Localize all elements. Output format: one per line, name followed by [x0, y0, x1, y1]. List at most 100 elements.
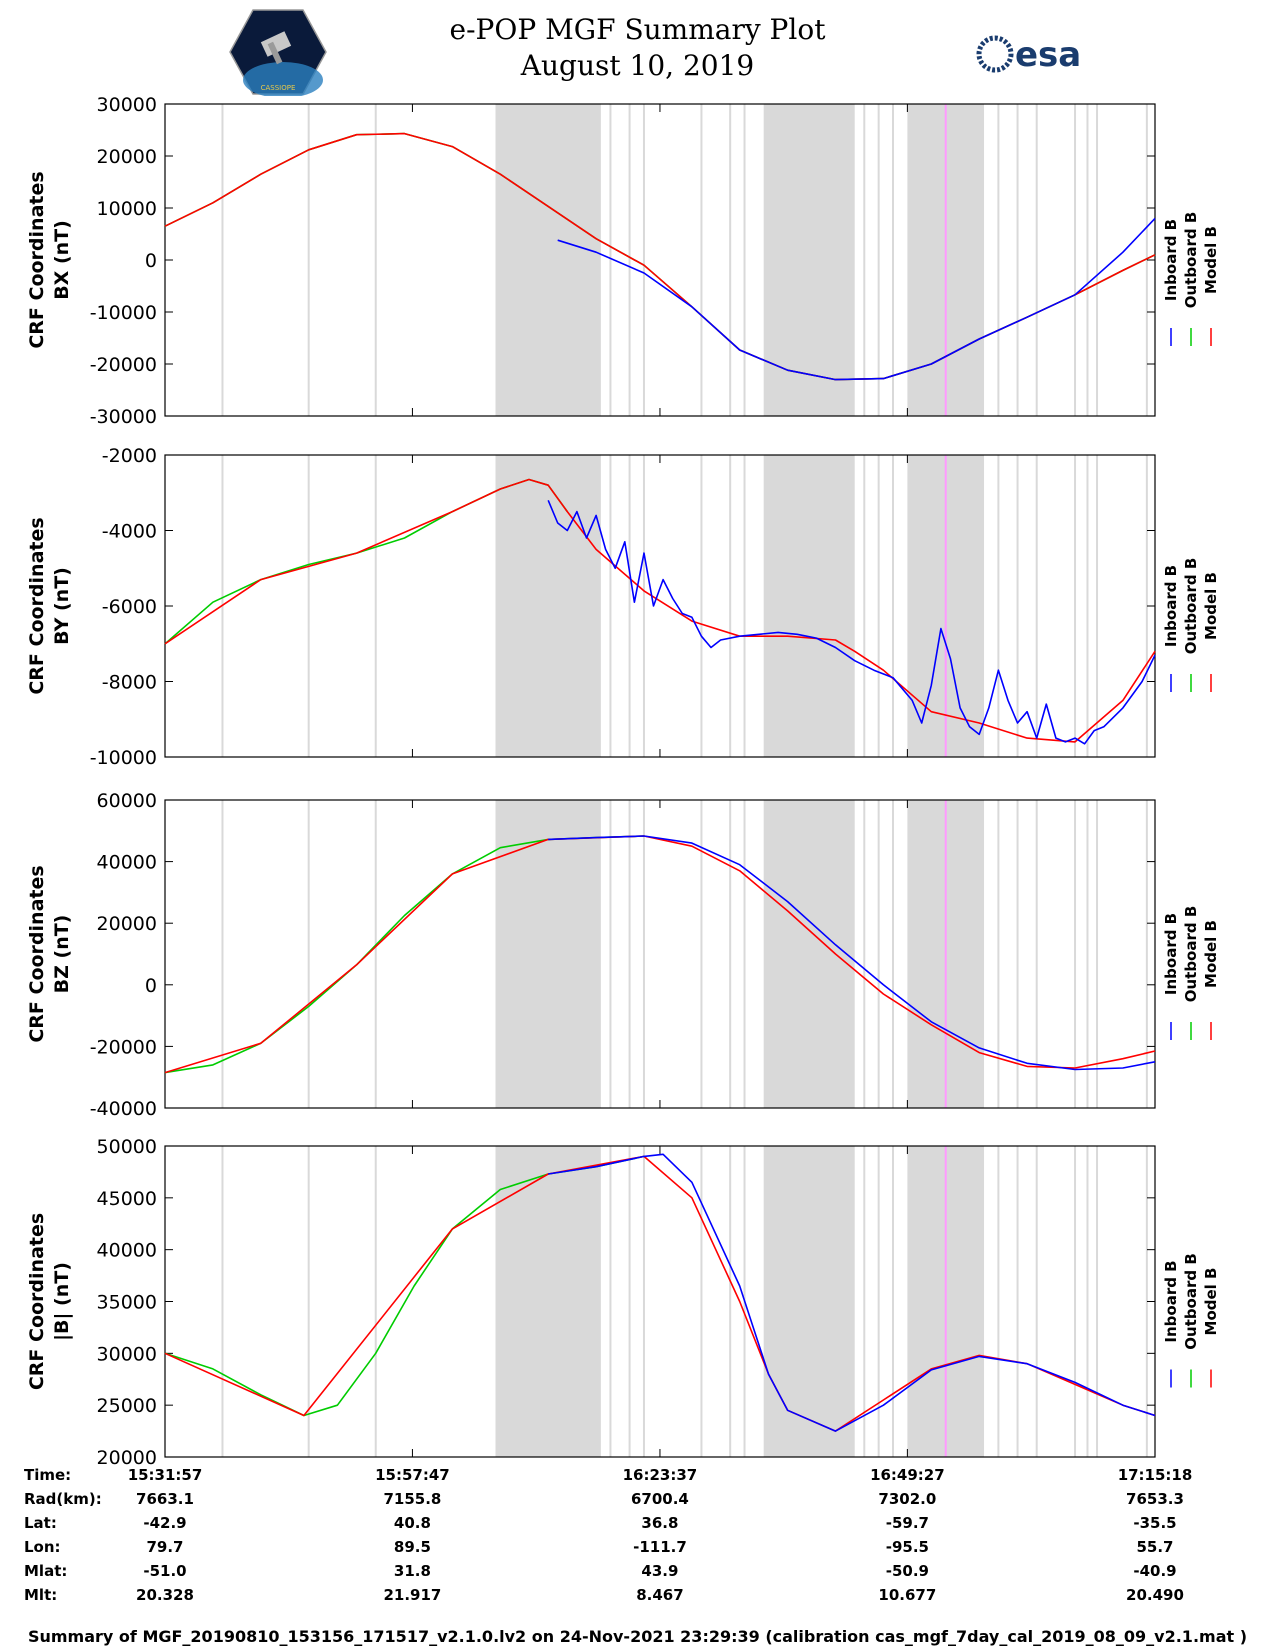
- y-tick-label: 30000: [97, 1343, 157, 1365]
- legend-label: Outboard B: [1182, 906, 1200, 1003]
- stat-value: 7653.3: [1126, 1490, 1184, 1508]
- legend-label: Model B: [1202, 572, 1220, 640]
- footer-caption: Summary of MGF_20190810_153156_171517_v2…: [27, 1627, 1248, 1646]
- y-tick-label: 0: [145, 250, 157, 272]
- stat-value: -51.0: [143, 1562, 187, 1580]
- esa-logo: esa: [976, 35, 1081, 75]
- y-tick-label: 25000: [97, 1395, 157, 1417]
- stat-value: -95.5: [885, 1538, 929, 1556]
- axes-frame-3: [164, 799, 1156, 1109]
- legend-label: Model B: [1202, 226, 1220, 294]
- stat-value: 20.328: [136, 1586, 194, 1604]
- title-line-1: e-POP MGF Summary Plot: [449, 13, 826, 46]
- y-tick-label: -4000: [102, 521, 157, 543]
- esa-logo-text: esa: [1015, 35, 1081, 75]
- y-tick-label: -10000: [90, 747, 157, 769]
- stat-value: 15:31:57: [127, 1466, 203, 1484]
- y-tick-label: -30000: [90, 406, 157, 428]
- series-inboard-b: [548, 1153, 1156, 1432]
- stat-value: 7155.8: [383, 1490, 442, 1508]
- legend-label: Outboard B: [1182, 1253, 1200, 1350]
- cassiope-logo: CASSIOPE: [229, 9, 327, 96]
- axes-frame-2: [164, 454, 1156, 758]
- y-axis-unit-label: BY (nT): [51, 567, 73, 645]
- plot-title: e-POP MGF Summary Plot August 10, 2019: [0, 12, 1275, 84]
- y-axis-unit-label: BX (nT): [51, 220, 73, 300]
- stat-value: 20.490: [1126, 1586, 1184, 1604]
- y-tick-label: -6000: [102, 596, 157, 618]
- y-tick-label: 60000: [97, 790, 157, 812]
- stat-value: -35.5: [1133, 1514, 1177, 1532]
- series-inboard-b: [547, 499, 1156, 745]
- legend-label: Outboard B: [1182, 212, 1200, 309]
- y-tick-label: -40000: [90, 1098, 157, 1120]
- stat-value: 10.677: [878, 1586, 937, 1604]
- stat-value: -50.9: [885, 1562, 929, 1580]
- y-tick-label: -20000: [90, 1036, 157, 1058]
- y-axis-label: CRF Coordinates: [26, 171, 48, 348]
- data-gap-block: [495, 455, 601, 757]
- stat-label: Mlat:: [24, 1562, 68, 1580]
- stat-value: 55.7: [1136, 1538, 1174, 1556]
- y-axis-label: CRF Coordinates: [26, 865, 48, 1042]
- stat-value: 7302.0: [878, 1490, 937, 1508]
- stat-value: 17:15:18: [1117, 1466, 1193, 1484]
- stat-label: Lat:: [24, 1514, 57, 1532]
- legend-label: Inboard B: [1162, 913, 1180, 995]
- y-tick-label: 40000: [97, 1240, 157, 1262]
- summary-chart: -30000 -20000 -10000 0 10000 20000 30000 CRF Co…: [26, 94, 1220, 1466]
- series-model-b: [164, 1155, 1156, 1432]
- stat-value: 7663.1: [136, 1490, 194, 1508]
- stat-value: -111.7: [633, 1538, 687, 1556]
- y-tick-label: 0: [145, 975, 157, 997]
- legend-label: Model B: [1202, 1268, 1220, 1336]
- stat-value: 79.7: [146, 1538, 184, 1556]
- y-tick-label: 10000: [97, 198, 157, 220]
- data-gap-block: [763, 1146, 855, 1457]
- stat-value: 40.8: [393, 1514, 431, 1532]
- y-tick-label: -20000: [90, 354, 157, 376]
- series-model-b: [164, 132, 1156, 381]
- legend-label: Inboard B: [1162, 565, 1180, 647]
- stat-value: 16:49:27: [870, 1466, 945, 1484]
- series-outboard-b: [164, 132, 1156, 381]
- stat-value: 15:57:47: [375, 1466, 450, 1484]
- orbit-stats-table: Time: 15:31:57 15:57:47 16:23:37 16:49:27 17:…: [0, 1466, 1275, 1628]
- axes-frame-4: [164, 1145, 1156, 1458]
- series-inboard-b: [557, 217, 1156, 381]
- stat-value: 36.8: [641, 1514, 679, 1532]
- data-gap-block: [763, 455, 855, 757]
- y-axis-label: CRF Coordinates: [26, 1213, 48, 1390]
- y-tick-label: 30000: [97, 94, 157, 116]
- y-tick-label: 40000: [97, 852, 157, 874]
- legend-label: Model B: [1202, 920, 1220, 988]
- stat-value: 89.5: [393, 1538, 431, 1556]
- stat-value: 43.9: [641, 1562, 679, 1580]
- y-tick-label: -10000: [90, 302, 157, 324]
- axes-frame-1: [164, 103, 1156, 417]
- y-axis-unit-label: |B| (nT): [51, 1262, 73, 1341]
- stat-value: 21.917: [383, 1586, 442, 1604]
- stat-label: Lon:: [24, 1538, 61, 1556]
- stat-value: -40.9: [1133, 1562, 1177, 1580]
- series-model-b: [164, 835, 1156, 1074]
- stat-label: Mlt:: [24, 1586, 58, 1604]
- data-gap-block: [763, 104, 855, 416]
- stat-label: Rad(km):: [24, 1490, 102, 1508]
- cassiope-logo-text: CASSIOPE: [261, 84, 296, 92]
- y-tick-label: 45000: [97, 1188, 157, 1210]
- y-tick-label: 20000: [97, 146, 157, 168]
- stat-value: 8.467: [636, 1586, 684, 1604]
- y-axis-label: CRF Coordinates: [26, 517, 48, 694]
- legend-label: Inboard B: [1162, 1260, 1180, 1342]
- stat-value: -59.7: [885, 1514, 929, 1532]
- stat-value: -42.9: [143, 1514, 187, 1532]
- y-axis-unit-label: BZ (nT): [51, 915, 73, 994]
- stat-value: 6700.4: [630, 1490, 689, 1508]
- stat-label: Time:: [24, 1466, 72, 1484]
- legend-label: Outboard B: [1182, 558, 1200, 655]
- stat-value: 31.8: [393, 1562, 431, 1580]
- y-tick-label: 50000: [97, 1136, 157, 1158]
- y-tick-label: 35000: [97, 1292, 157, 1314]
- data-gap-block: [495, 1146, 601, 1457]
